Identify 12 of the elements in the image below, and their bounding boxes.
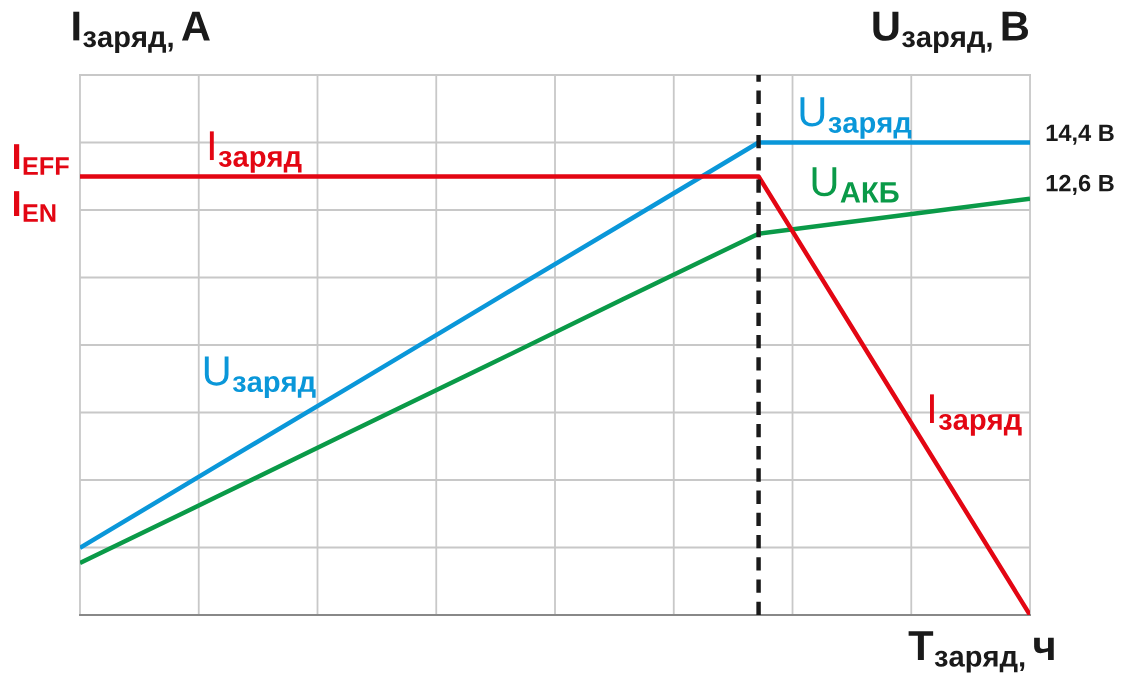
text: I$_{EFF}$ — [14, 144, 69, 175]
text: I$_{EN}$ — [14, 191, 56, 222]
series-label: I$_{заряд}$ — [209, 131, 302, 173]
text: U$_{заряд}$ — [204, 356, 316, 398]
series-label: U$_{заряд}$ — [800, 97, 912, 139]
text: 14,4 В — [1046, 124, 1114, 145]
x-axis-title: T$_{заряд,}$ч — [908, 631, 1054, 673]
text: 12,6 В — [1046, 174, 1114, 195]
text: I$_{заряд}$ — [930, 394, 1022, 436]
series-label: U$_{АКБ}$ — [812, 167, 899, 203]
y2-axis-title: U$_{заряд,}$B — [873, 11, 1028, 54]
y-axis-title: I$_{заряд,}$A — [73, 11, 210, 54]
